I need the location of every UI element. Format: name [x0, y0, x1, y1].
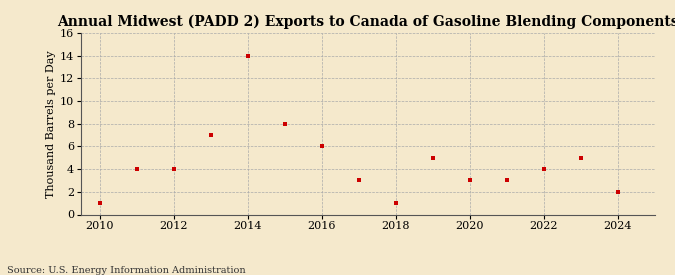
Text: Source: U.S. Energy Information Administration: Source: U.S. Energy Information Administ…	[7, 266, 246, 275]
Y-axis label: Thousand Barrels per Day: Thousand Barrels per Day	[46, 50, 55, 197]
Point	[131, 167, 142, 171]
Point	[205, 133, 216, 137]
Point	[464, 178, 475, 183]
Point	[279, 122, 290, 126]
Point	[612, 190, 623, 194]
Point	[538, 167, 549, 171]
Point	[502, 178, 512, 183]
Point	[316, 144, 327, 148]
Title: Annual Midwest (PADD 2) Exports to Canada of Gasoline Blending Components: Annual Midwest (PADD 2) Exports to Canad…	[57, 15, 675, 29]
Point	[353, 178, 364, 183]
Point	[427, 156, 438, 160]
Point	[242, 53, 253, 58]
Point	[390, 201, 401, 205]
Point	[94, 201, 105, 205]
Point	[168, 167, 179, 171]
Point	[575, 156, 586, 160]
